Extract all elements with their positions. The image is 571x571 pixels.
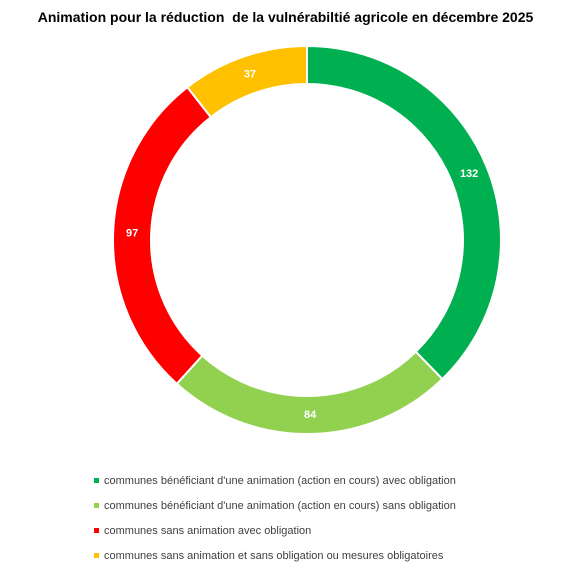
legend-label: communes bénéficiant d'une animation (ac… — [104, 474, 456, 487]
legend-item-3: communes sans animation et sans obligati… — [94, 543, 456, 568]
donut-slice-3 — [186, 44, 308, 119]
data-label-1: 84 — [304, 409, 317, 421]
data-label-3: 37 — [244, 69, 256, 81]
data-label-0: 132 — [460, 168, 478, 180]
legend-label: communes bénéficiant d'une animation (ac… — [104, 499, 456, 512]
legend-label: communes sans animation avec obligation — [104, 524, 312, 537]
legend-swatch-icon — [94, 503, 99, 508]
legend-swatch-icon — [94, 553, 99, 558]
legend-label: communes sans animation et sans obligati… — [104, 549, 444, 562]
chart-title: Animation pour la réduction de la vulnér… — [37, 9, 534, 25]
data-label-2: 97 — [126, 228, 138, 240]
legend-item-2: communes sans animation avec obligation — [94, 518, 456, 543]
donut-slice-0 — [306, 44, 502, 381]
legend-item-0: communes bénéficiant d'une animation (ac… — [94, 468, 456, 493]
legend-swatch-icon — [94, 528, 99, 533]
legend-item-1: communes bénéficiant d'une animation (ac… — [94, 493, 456, 518]
legend-swatch-icon — [94, 478, 99, 483]
donut-chart: 132 84 97 37 — [112, 44, 502, 435]
legend: communes bénéficiant d'une animation (ac… — [94, 468, 456, 568]
donut-slice-1 — [175, 350, 444, 435]
